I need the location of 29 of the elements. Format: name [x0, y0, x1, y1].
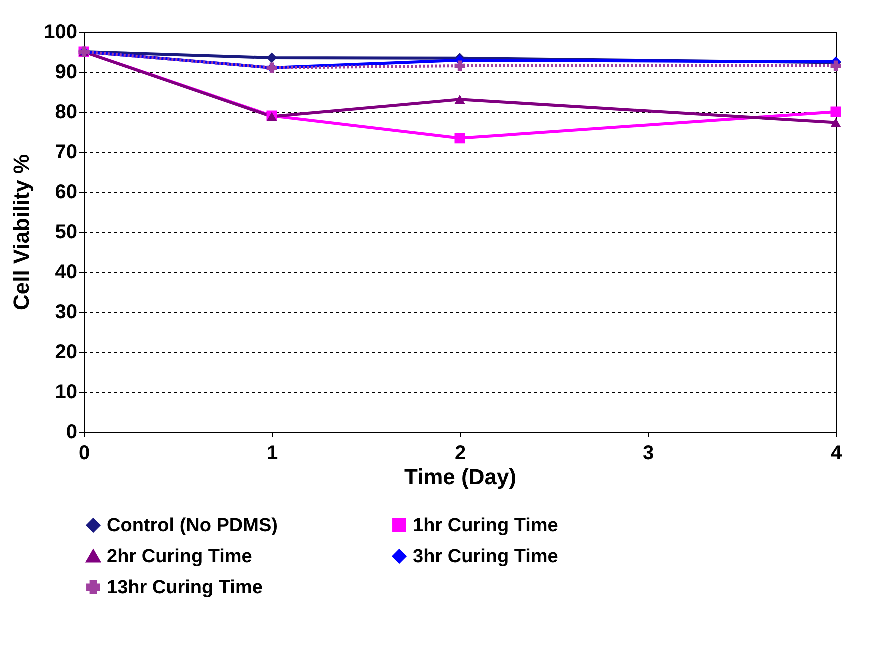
point: [830, 60, 842, 72]
legend-label: 2hr Curing Time: [107, 546, 252, 568]
y-tick-label: 50: [55, 222, 78, 244]
y-tick-label: 60: [55, 182, 78, 204]
y-tick-label: 40: [55, 262, 78, 284]
point: [266, 52, 278, 64]
point: [830, 106, 842, 118]
x-tick-label: 3: [642, 442, 654, 464]
legend-label: Control (No PDMS): [107, 516, 278, 537]
y-tick-label: 80: [55, 102, 78, 124]
x-tick-label: 2: [454, 442, 466, 464]
point: [454, 133, 466, 144]
x-axis-title: Time (Day): [404, 464, 517, 490]
y-tick-label: 10: [55, 382, 78, 404]
y-tick-label: 20: [55, 342, 78, 364]
y-axis-title: Cell Viability %: [9, 154, 34, 311]
point: [454, 60, 466, 72]
x-tick-label: 1: [266, 442, 278, 464]
x-tick-label: 4: [830, 442, 843, 464]
legend-label: 3hr Curing Time: [413, 546, 558, 568]
point: [454, 95, 466, 104]
y-tick-label: 90: [55, 62, 78, 84]
y-tick-label: 0: [66, 422, 78, 444]
y-tick-label: 100: [44, 22, 78, 44]
point: [830, 118, 842, 128]
y-tick-label: 30: [55, 302, 78, 324]
legend-label: 1hr Curing Time: [413, 516, 558, 537]
legend-label: 13hr Curing Time: [107, 578, 263, 598]
y-tick-label: 70: [55, 142, 78, 164]
